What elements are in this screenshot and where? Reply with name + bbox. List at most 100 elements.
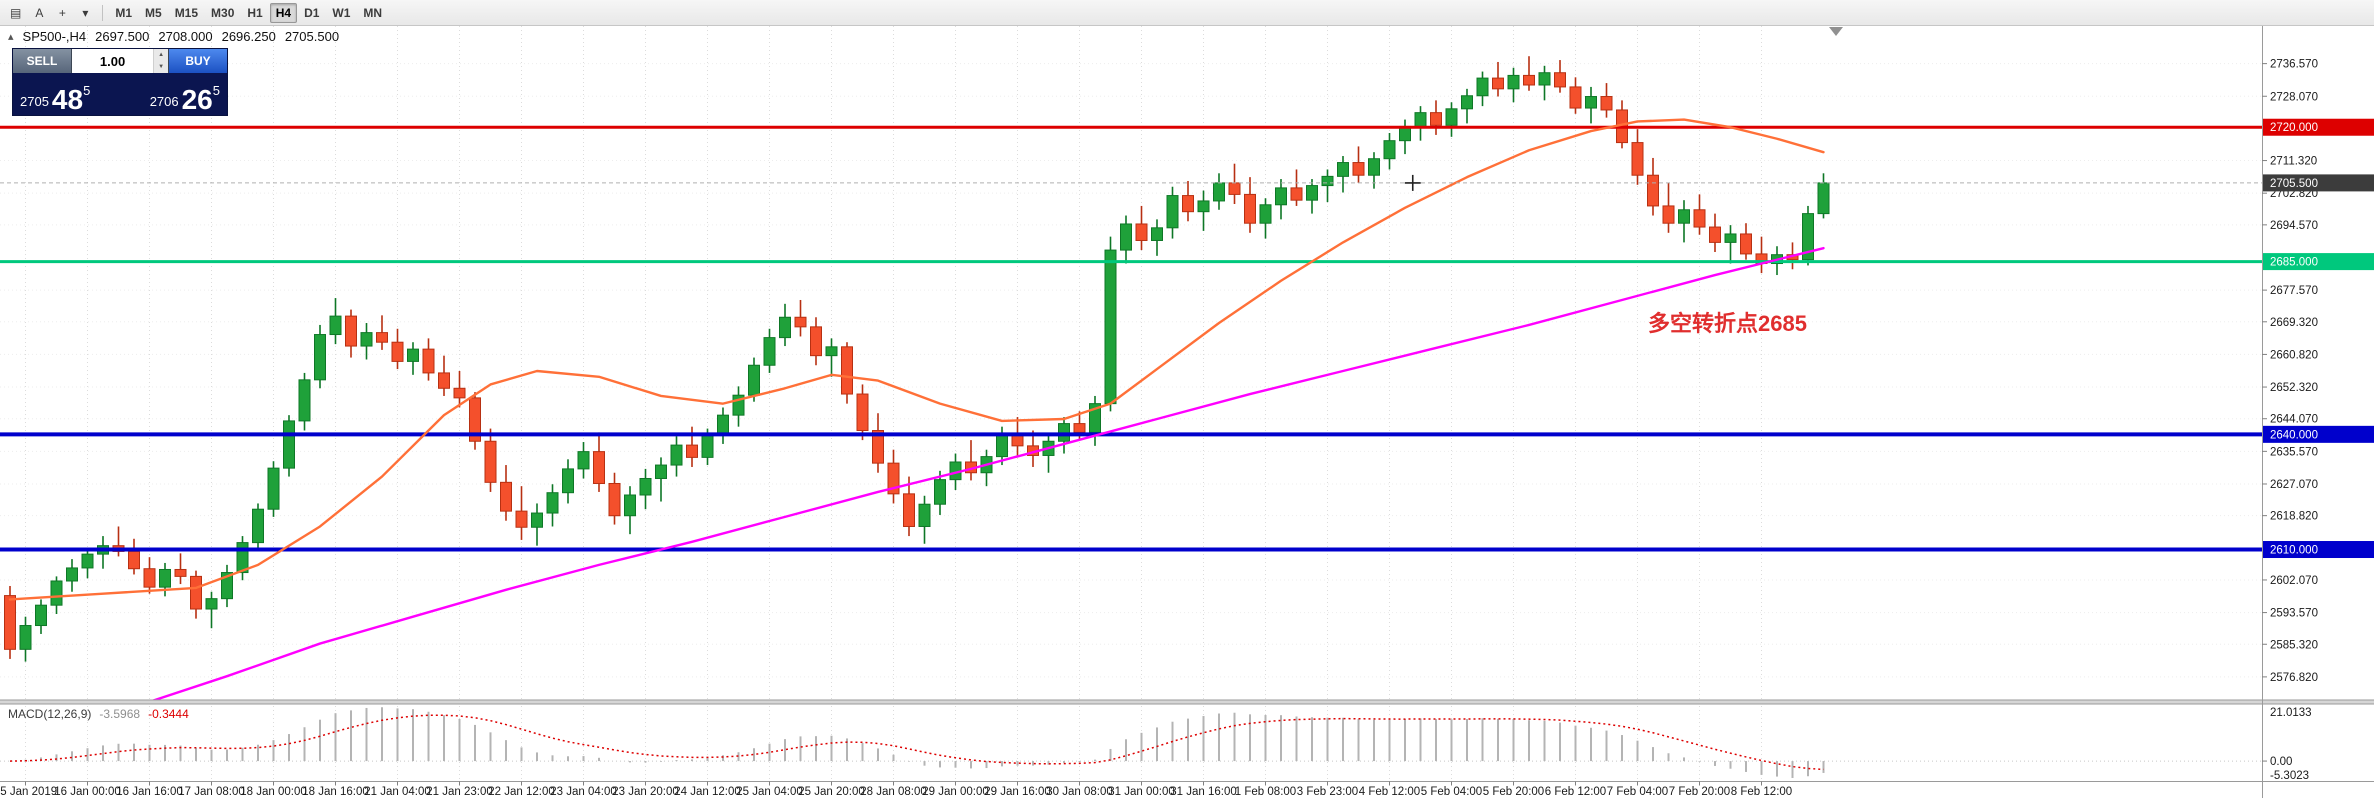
bid-price[interactable]: 2705 48 5 xyxy=(20,83,90,116)
candle-body xyxy=(1414,112,1427,127)
ohlc-info: ▴ SP500-,H4 2697.500 2708.000 2696.250 2… xyxy=(8,29,339,44)
candle-body xyxy=(1228,182,1241,195)
candle-body xyxy=(639,477,652,496)
ohlc-open: 2697.500 xyxy=(95,29,150,44)
tools-dropdown-caret-icon[interactable]: ▾ xyxy=(74,3,96,23)
panel-splitter[interactable] xyxy=(0,700,2374,704)
charts-grid-icon[interactable]: ▤ xyxy=(4,3,27,23)
svg-text:2728.070: 2728.070 xyxy=(2270,91,2318,103)
candle-body xyxy=(593,451,605,484)
tf-button-h4[interactable]: H4 xyxy=(269,2,298,23)
svg-text:2576.820: 2576.820 xyxy=(2270,672,2318,684)
ohlc-high: 2708.000 xyxy=(158,29,213,44)
lot-decrease-button[interactable]: ▼ xyxy=(154,61,168,73)
candle-body xyxy=(717,414,729,436)
candle-body xyxy=(1631,142,1644,176)
svg-text:5 Feb 04:00: 5 Feb 04:00 xyxy=(1421,786,1482,798)
lot-size-input[interactable] xyxy=(72,49,154,73)
svg-text:18 Jan 00:00: 18 Jan 00:00 xyxy=(240,786,307,798)
candle-body xyxy=(221,572,233,600)
ma-slow-line xyxy=(151,246,1825,700)
candle-body xyxy=(500,481,512,512)
candle-body xyxy=(1461,95,1473,110)
svg-text:2685.000: 2685.000 xyxy=(2270,257,2318,269)
svg-text:21.0133: 21.0133 xyxy=(2270,707,2312,719)
svg-text:2736.570: 2736.570 xyxy=(2270,59,2318,71)
macd-main-value: -3.5968 xyxy=(99,707,141,721)
candle-body xyxy=(1538,72,1551,86)
candle-body xyxy=(1523,74,1535,86)
candle-body xyxy=(1430,112,1442,126)
buy-button[interactable]: BUY xyxy=(169,49,227,73)
candle-body xyxy=(562,468,574,494)
one-click-collapse-arrow-icon[interactable]: ▴ xyxy=(8,31,14,43)
candle-body xyxy=(1585,96,1597,109)
tf-button-m30[interactable]: M30 xyxy=(205,3,240,23)
svg-text:2593.570: 2593.570 xyxy=(2270,608,2318,620)
candle-body xyxy=(686,444,698,458)
candle-body xyxy=(267,467,280,510)
time-axis[interactable] xyxy=(0,781,2262,798)
ask-price[interactable]: 2706 26 5 xyxy=(150,83,220,114)
candle-body xyxy=(825,346,838,357)
candle-body xyxy=(252,508,264,544)
bid-handle: 2705 xyxy=(20,94,49,109)
chart-shift-marker-icon[interactable] xyxy=(1829,27,1843,36)
candle-body xyxy=(794,316,807,328)
bid-pips: 48 xyxy=(51,84,84,116)
svg-text:2635.570: 2635.570 xyxy=(2270,446,2318,458)
svg-text:7 Feb 20:00: 7 Feb 20:00 xyxy=(1669,786,1730,798)
candle-body xyxy=(1104,249,1117,405)
candle-body xyxy=(345,315,357,347)
svg-text:22 Jan 12:00: 22 Jan 12:00 xyxy=(488,786,555,798)
tf-button-mn[interactable]: MN xyxy=(357,3,388,23)
sell-button[interactable]: SELL xyxy=(13,49,71,73)
candle-body xyxy=(546,492,559,514)
tf-button-d1[interactable]: D1 xyxy=(298,3,325,23)
price-chart-svg[interactable]: 2736.5702728.0702711.3202702.8202694.570… xyxy=(0,26,2374,798)
candle-body xyxy=(763,337,776,366)
candle-body xyxy=(1709,226,1721,243)
candle-body xyxy=(1182,195,1194,213)
svg-text:-5.3023: -5.3023 xyxy=(2270,770,2309,782)
svg-text:2705.500: 2705.500 xyxy=(2270,178,2318,190)
tf-button-m1[interactable]: M1 xyxy=(109,3,138,23)
svg-text:15 Jan 2019: 15 Jan 2019 xyxy=(0,786,57,798)
chart-area[interactable]: 2736.570 2728.070 2711.320 2702.820 2694.570… xyxy=(0,26,2374,798)
svg-text:2602.070: 2602.070 xyxy=(2270,575,2318,587)
timeframe-group: M1 M5 M15 M30 H1 H4 D1 W1 MN xyxy=(109,2,388,23)
candle-body xyxy=(1569,86,1582,109)
price-badge-2720.000 xyxy=(2263,118,2374,136)
svg-text:2618.820: 2618.820 xyxy=(2270,511,2318,523)
ohlc-low: 2696.250 xyxy=(221,29,276,44)
svg-text:17 Jan 08:00: 17 Jan 08:00 xyxy=(178,786,245,798)
svg-text:30 Jan 08:00: 30 Jan 08:00 xyxy=(1046,786,1113,798)
crosshair-tool-icon[interactable]: + xyxy=(51,3,73,23)
turning-point-annotation[interactable]: 多空转折点2685 xyxy=(1648,311,1807,336)
candle-body xyxy=(19,625,32,650)
candle-body xyxy=(1476,77,1489,97)
candle-body xyxy=(1213,182,1225,202)
tf-button-h1[interactable]: H1 xyxy=(241,3,268,23)
tf-button-m5[interactable]: M5 xyxy=(139,3,168,23)
tf-button-m15[interactable]: M15 xyxy=(169,3,204,23)
candle-body xyxy=(779,316,791,339)
svg-text:29 Jan 16:00: 29 Jan 16:00 xyxy=(984,786,1051,798)
candle-body xyxy=(841,346,853,395)
svg-text:25 Jan 20:00: 25 Jan 20:00 xyxy=(798,786,865,798)
price-axis[interactable] xyxy=(2262,26,2374,798)
candle-body xyxy=(1321,175,1334,187)
candle-body xyxy=(1011,434,1024,447)
text-tool-icon[interactable]: A xyxy=(28,3,50,23)
tf-button-w1[interactable]: W1 xyxy=(326,3,356,23)
lot-increase-button[interactable]: ▲ xyxy=(154,49,168,61)
candle-body xyxy=(810,326,822,357)
ask-pipette: 5 xyxy=(212,83,220,98)
candle-body xyxy=(903,493,915,527)
macd-name: MACD(12,26,9) xyxy=(8,707,92,721)
candle-body xyxy=(856,393,869,432)
candle-body xyxy=(438,372,450,389)
svg-text:5 Feb 20:00: 5 Feb 20:00 xyxy=(1483,786,1544,798)
svg-text:25 Jan 04:00: 25 Jan 04:00 xyxy=(736,786,803,798)
